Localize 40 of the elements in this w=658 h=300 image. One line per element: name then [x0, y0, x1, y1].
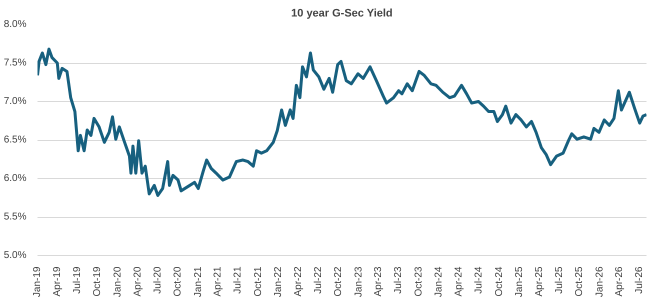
- x-tick-label: Jul-19: [72, 266, 83, 294]
- line-series: [38, 48, 646, 197]
- x-tick-label: Oct-22: [333, 266, 344, 297]
- x-tick-label: Oct-19: [92, 266, 104, 297]
- x-tick-label: Oct-20: [172, 266, 184, 297]
- x-tick-label: Apr-22: [292, 266, 304, 297]
- x-tick-label: Jan-23: [353, 266, 364, 298]
- x-tick-label: Apr-20: [132, 266, 144, 297]
- x-tick-label: Apr-26: [614, 266, 626, 297]
- x-tick-label: Apr-21: [212, 266, 224, 297]
- x-tick-label: Apr-23: [373, 266, 384, 297]
- y-tick-label: 7.5%: [4, 58, 27, 68]
- x-tick-label: Oct-24: [494, 266, 505, 297]
- x-tick-label: Oct-25: [574, 266, 586, 297]
- x-tick-label: Apr-19: [52, 266, 63, 297]
- y-tick-label: 6.5%: [4, 134, 27, 146]
- x-tick-label: Jan-22: [273, 266, 284, 298]
- x-tick-label: Oct-21: [252, 266, 264, 297]
- y-tick-label: 6.0%: [4, 173, 27, 184]
- x-tick-label: Jul-20: [152, 266, 164, 294]
- x-tick-label: Jul-26: [634, 266, 646, 294]
- x-tick-label: Jan-21: [192, 266, 204, 298]
- x-tick-label: Jul-25: [554, 266, 565, 294]
- y-tick-label: 5.0%: [4, 250, 27, 261]
- x-tick-label: Jan-20: [112, 266, 124, 298]
- chart-title: 10 year G-Sec Yield: [291, 8, 393, 20]
- x-tick-label: Jan-26: [594, 266, 606, 298]
- y-tick-label: 7.0%: [4, 96, 27, 107]
- x-tick-label: Jul-21: [232, 266, 244, 294]
- x-tick-label: Jul-22: [312, 266, 324, 294]
- y-tick-label: 5.5%: [4, 212, 27, 222]
- x-tick-label: Oct-23: [413, 266, 424, 297]
- x-tick-label: Jan-24: [434, 266, 445, 298]
- x-tick-label: Jul-24: [474, 266, 485, 294]
- x-tick-label: Jan-25: [514, 266, 526, 298]
- x-tick-label: Apr-24: [454, 266, 465, 297]
- y-tick-label: 8.0%: [4, 19, 27, 30]
- x-tick-label: Jul-23: [393, 266, 404, 294]
- x-tick-label: Apr-25: [534, 266, 545, 297]
- x-tick-label: Jan-19: [32, 266, 43, 298]
